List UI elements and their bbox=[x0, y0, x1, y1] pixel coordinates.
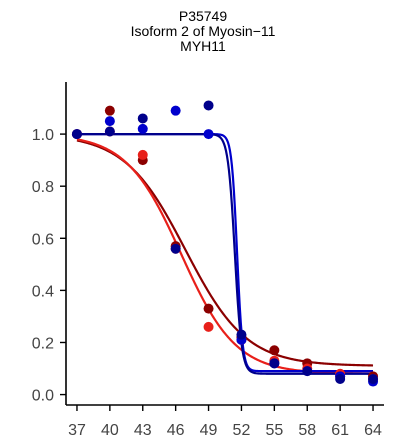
data-point-series-2 bbox=[137, 149, 148, 160]
data-point-series-4 bbox=[269, 358, 280, 369]
data-point-series-4 bbox=[137, 113, 148, 124]
x-tick-label: 37 bbox=[68, 422, 86, 439]
data-point-series-4 bbox=[236, 329, 247, 340]
y-tick-label: 0.8 bbox=[32, 179, 54, 196]
y-tick-label: 0.6 bbox=[32, 231, 54, 248]
fit-curve-series-2 bbox=[76, 138, 374, 375]
data-point-series-3 bbox=[170, 105, 181, 116]
data-point-series-3 bbox=[137, 123, 148, 134]
x-tick-label: 52 bbox=[233, 422, 251, 439]
x-tick-label: 64 bbox=[364, 422, 382, 439]
x-tick-label: 49 bbox=[200, 422, 218, 439]
x-tick-label: 58 bbox=[298, 422, 316, 439]
y-tick-label: 1.0 bbox=[32, 127, 54, 144]
y-tick-label: 0.4 bbox=[32, 283, 54, 300]
data-point-series-4 bbox=[335, 373, 346, 384]
chart-title-protein-name: Isoform 2 of Myosin−11 bbox=[130, 23, 276, 39]
chart-title-protein-id: P35749 bbox=[178, 8, 228, 24]
fit-curve-series-4 bbox=[76, 133, 374, 375]
fit-curve-series-3 bbox=[76, 133, 374, 373]
data-point-series-3 bbox=[203, 129, 214, 140]
y-tick-label: 0.0 bbox=[32, 388, 54, 405]
x-tick-label: 61 bbox=[331, 422, 349, 439]
data-point-series-4 bbox=[203, 100, 214, 111]
x-tick-label: 40 bbox=[101, 422, 119, 439]
data-point-series-4 bbox=[104, 126, 115, 137]
x-tick-label: 43 bbox=[134, 422, 152, 439]
x-tick-label: 46 bbox=[167, 422, 185, 439]
data-point-series-1 bbox=[269, 345, 280, 356]
chart-title-gene: MYH11 bbox=[180, 38, 226, 54]
data-point-series-4 bbox=[368, 373, 379, 384]
y-tick-label: 0.2 bbox=[32, 335, 54, 352]
x-tick-label: 55 bbox=[265, 422, 283, 439]
data-point-series-4 bbox=[170, 243, 181, 254]
data-point-series-4 bbox=[71, 129, 82, 140]
data-point-series-1 bbox=[203, 303, 214, 314]
data-point-series-2 bbox=[203, 321, 214, 332]
data-point-series-4 bbox=[302, 366, 313, 377]
fit-curve-series-1 bbox=[76, 139, 374, 367]
data-point-series-3 bbox=[104, 116, 115, 127]
data-point-series-1 bbox=[104, 105, 115, 116]
